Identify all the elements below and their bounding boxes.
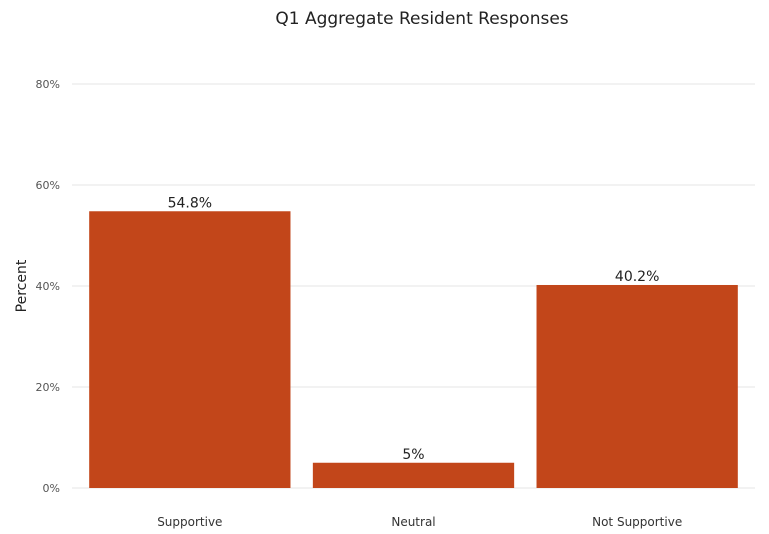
x-category-label: Not Supportive <box>592 515 682 529</box>
bar <box>89 211 291 488</box>
bar-value-label: 40.2% <box>615 269 659 285</box>
y-tick-label: 40% <box>36 280 60 293</box>
y-tick-label: 20% <box>36 381 60 394</box>
y-axis-label: Percent <box>14 259 30 312</box>
x-axis-categories: Supportive Neutral Not Supportive <box>157 515 682 529</box>
y-tick-label: 0% <box>43 482 60 495</box>
bar <box>312 462 515 488</box>
y-axis-ticks: 0% 20% 40% 60% 80% <box>36 78 60 495</box>
y-tick-label: 80% <box>36 78 60 91</box>
bar-value-label: 5% <box>402 447 424 463</box>
x-category-label: Supportive <box>157 515 222 529</box>
bars <box>89 211 738 488</box>
bar-value-label: 54.8% <box>168 195 212 211</box>
bar <box>536 284 738 488</box>
chart-title: Q1 Aggregate Resident Responses <box>275 9 568 29</box>
y-tick-label: 60% <box>36 179 60 192</box>
data-labels: 54.8% 5% 40.2% <box>168 195 660 462</box>
x-category-label: Neutral <box>391 515 435 529</box>
